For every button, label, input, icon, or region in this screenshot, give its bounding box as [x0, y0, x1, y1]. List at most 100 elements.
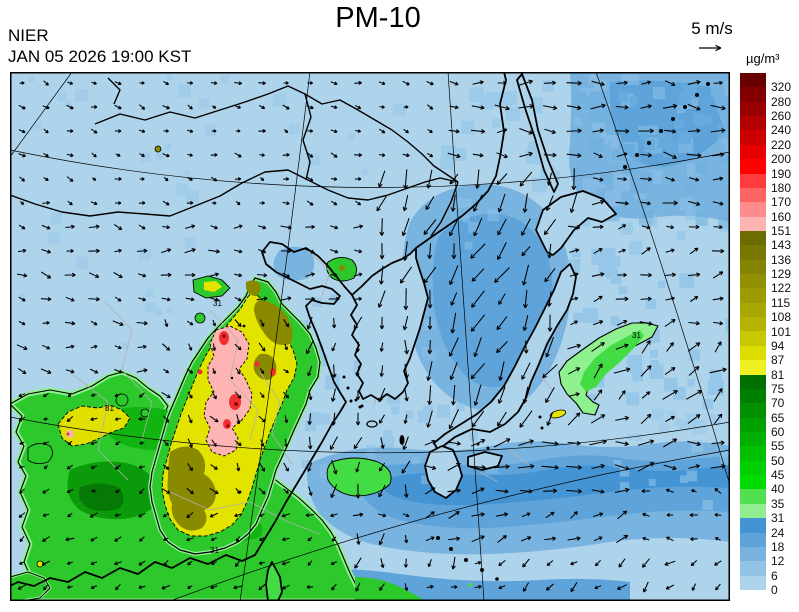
- colorbar-block: [740, 101, 766, 117]
- colorbar-tick-label: 87: [771, 353, 785, 368]
- kyushu: [424, 445, 463, 499]
- colorbar-tick-label: 12: [771, 554, 785, 569]
- colorbar-tick-label: 240: [771, 123, 792, 138]
- colorbar-block: [740, 259, 766, 275]
- colorbar-tick-label: 108: [771, 310, 792, 325]
- map-frame: [10, 72, 730, 601]
- small-islands: [342, 82, 710, 581]
- colorbar-block: [740, 302, 766, 318]
- colorbar-tick-label: 55: [771, 439, 785, 454]
- colorbar-unit-label: µg/m³: [746, 51, 780, 66]
- province-borders: [69, 251, 563, 535]
- contour-label: 31: [213, 299, 222, 308]
- pm-concentration-field: [10, 145, 659, 601]
- colorbar-tick-label: 129: [771, 267, 792, 282]
- colorbar-block: [740, 388, 766, 404]
- colorbar-tick-label: 45: [771, 468, 785, 483]
- colorbar-block: [740, 417, 766, 432]
- colorbar: [740, 73, 766, 590]
- land-fills: [265, 73, 617, 601]
- contour-label: 81: [105, 404, 114, 413]
- colorbar-tick-label: 151: [771, 223, 792, 238]
- colorbar-block: [740, 546, 766, 562]
- colorbar-tick-label: 260: [771, 109, 792, 124]
- colorbar-block: [740, 87, 766, 102]
- honshu: [433, 263, 577, 451]
- colorbar-tick-label: 115: [771, 295, 791, 310]
- colorbar-tick-label: 60: [771, 425, 785, 440]
- contour-label: 31: [210, 546, 219, 555]
- colorbar-tick-label: 75: [771, 381, 785, 396]
- colorbar-block: [740, 518, 766, 533]
- shikoku: [467, 451, 503, 471]
- taiwan: [265, 561, 283, 601]
- colorbar-block: [740, 475, 766, 490]
- colorbar-tick-label: 320: [771, 80, 792, 95]
- colorbar-tick-label: 101: [771, 324, 792, 339]
- timestamp-label: JAN 05 2026 19:00 KST: [8, 47, 192, 66]
- colorbar-tick-label: 94: [771, 338, 785, 353]
- page-title: PM-10: [335, 2, 421, 34]
- colorbar-tick-label: 18: [771, 539, 785, 554]
- colorbar-tick-label: 50: [771, 453, 785, 468]
- colorbar-block: [740, 489, 766, 504]
- colorbar-tick-label: 136: [771, 252, 792, 267]
- colorbar-block: [740, 230, 766, 246]
- ocean-pixel-mottle: [19, 72, 730, 511]
- colorbar-block: [740, 403, 766, 418]
- colorbar-tick-label: 0: [771, 583, 778, 597]
- colorbar-block: [740, 288, 766, 303]
- colorbar-tick-label: 160: [771, 209, 792, 224]
- colorbar-block: [740, 202, 766, 217]
- colorbar-block: [740, 187, 766, 203]
- rivers-borders: [10, 77, 459, 237]
- colorbar-block: [740, 460, 766, 476]
- colorbar-block: [740, 431, 766, 447]
- contour-labels: 31 81 31 31: [105, 299, 641, 555]
- header-left: NIER JAN 05 2026 19:00 KST: [8, 25, 191, 67]
- colorbar-tick-label: 24: [771, 525, 785, 540]
- colorbar-block: [740, 532, 766, 547]
- agency-label: NIER: [8, 26, 49, 45]
- colorbar-tick-label: 81: [771, 367, 785, 382]
- colorbar-tick-label: 122: [771, 281, 792, 296]
- colorbar-block: [740, 116, 766, 131]
- colorbar-block: [740, 446, 766, 461]
- colorbar-tick-label: 6: [771, 568, 778, 583]
- colorbar-block: [740, 130, 766, 145]
- sakhalin: [516, 73, 559, 193]
- colorbar-tick-label: 180: [771, 180, 792, 195]
- colorbar-tick-label: 190: [771, 166, 792, 181]
- colorbar-tick-label: 31: [771, 511, 785, 526]
- colorbar-tick-label: 35: [771, 496, 785, 511]
- colorbar-block: [740, 216, 766, 231]
- colorbar-block: [740, 159, 766, 174]
- colorbar-block: [740, 503, 766, 519]
- china-coast: [10, 241, 353, 587]
- colorbar-tick-label: 170: [771, 195, 792, 210]
- colorbar-block: [740, 144, 766, 160]
- colorbar-block: [740, 345, 766, 361]
- colorbar-tick-label: 220: [771, 137, 792, 152]
- colorbar-block: [740, 374, 766, 389]
- colorbar-tick-label: 200: [771, 152, 792, 167]
- colorbar-block: [740, 73, 766, 88]
- colorbar-tick-label: 70: [771, 396, 785, 411]
- wind-scale-label: 5 m/s: [691, 19, 733, 38]
- colorbar-block: [740, 173, 766, 188]
- korea: [350, 247, 429, 401]
- wind-scale-arrow: [699, 44, 722, 52]
- colorbar-block: [740, 317, 766, 332]
- colorbar-block: [740, 274, 766, 289]
- colorbar-tick-label: 280: [771, 94, 792, 109]
- colorbar-tick-label: 40: [771, 482, 785, 497]
- contour-label: 31: [632, 331, 641, 340]
- wind-vector-field: [16, 79, 727, 593]
- kuril-islands: [623, 82, 710, 169]
- jeju-island: [366, 420, 378, 428]
- tsushima-island: [399, 435, 405, 445]
- colorbar-block: [740, 575, 766, 590]
- colorbar-tick-label: 143: [771, 238, 792, 253]
- colorbar-block: [740, 360, 766, 375]
